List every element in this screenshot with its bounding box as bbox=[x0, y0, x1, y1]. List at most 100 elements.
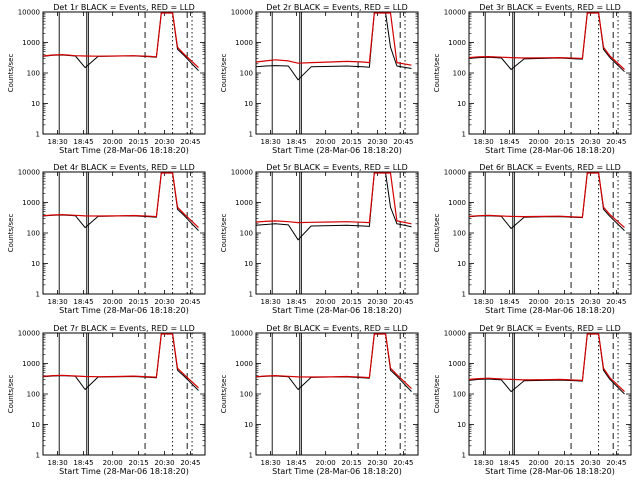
panel-3: Det 3r BLACK = Events, RED = LLD 1 10 100 10… bbox=[433, 3, 632, 155]
y-tick-label: 100 bbox=[27, 70, 40, 78]
x-tick-label: 20:15 bbox=[128, 459, 148, 467]
x-tick-label: 20:45 bbox=[180, 298, 200, 306]
x-tick-label: 18:30 bbox=[260, 138, 280, 146]
series-events-line bbox=[468, 333, 625, 395]
series-events-line bbox=[468, 172, 625, 231]
panel-4: Det 4r BLACK = Events, RED = LLD 1 10 100 10… bbox=[7, 163, 206, 315]
y-tick-label: 1 bbox=[249, 291, 253, 299]
y-tick-label: 1000 bbox=[22, 199, 40, 207]
y-tick-label: 100 bbox=[27, 391, 40, 399]
x-tick-label: 20:00 bbox=[529, 459, 549, 467]
plot-frame bbox=[42, 171, 206, 295]
series-events-line bbox=[42, 12, 199, 71]
x-tick-label: 20:15 bbox=[128, 298, 148, 306]
plot-frame bbox=[468, 171, 632, 295]
y-tick-label: 10000 bbox=[18, 169, 40, 177]
series-lld-line bbox=[42, 12, 199, 69]
x-tick-label: 18:45 bbox=[286, 138, 306, 146]
y-tick-label: 1 bbox=[462, 131, 466, 139]
x-tick-label: 18:45 bbox=[499, 298, 519, 306]
panel-title: Det 5r BLACK = Events, RED = LLD bbox=[266, 163, 408, 172]
y-tick-label: 10000 bbox=[444, 169, 466, 177]
x-tick-label: 20:30 bbox=[580, 459, 600, 467]
panel-title: Det 7r BLACK = Events, RED = LLD bbox=[53, 324, 195, 333]
x-tick-label: 20:00 bbox=[103, 459, 123, 467]
series-events-line bbox=[255, 172, 412, 241]
y-axis-label: Counts/sec bbox=[433, 214, 441, 253]
panel-title: Det 3r BLACK = Events, RED = LLD bbox=[479, 3, 621, 12]
x-tick-label: 20:45 bbox=[606, 459, 626, 467]
y-tick-label: 1000 bbox=[235, 360, 253, 368]
x-tick-label: 18:45 bbox=[73, 459, 93, 467]
y-tick-label: 1000 bbox=[448, 199, 466, 207]
x-tick-label: 20:30 bbox=[154, 459, 174, 467]
x-tick-label: 20:45 bbox=[606, 298, 626, 306]
x-axis-label: Start Time (28-Mar-06 18:18:20) bbox=[59, 467, 189, 476]
x-tick-label: 20:15 bbox=[341, 138, 361, 146]
x-tick-label: 20:30 bbox=[154, 298, 174, 306]
y-tick-label: 10 bbox=[457, 100, 466, 108]
x-tick-label: 18:45 bbox=[73, 298, 93, 306]
series-lld-line bbox=[255, 172, 412, 225]
y-tick-label: 10 bbox=[31, 100, 40, 108]
series-lld-line bbox=[42, 333, 199, 389]
x-axis-label: Start Time (28-Mar-06 18:18:20) bbox=[59, 146, 189, 155]
y-tick-label: 100 bbox=[453, 391, 466, 399]
x-tick-label: 20:00 bbox=[316, 459, 336, 467]
x-tick-label: 20:45 bbox=[180, 138, 200, 146]
x-tick-label: 20:30 bbox=[367, 298, 387, 306]
y-tick-label: 1 bbox=[462, 452, 466, 460]
x-tick-label: 18:45 bbox=[73, 138, 93, 146]
panel-title: Det 6r BLACK = Events, RED = LLD bbox=[479, 163, 621, 172]
y-tick-label: 1 bbox=[249, 452, 253, 460]
x-tick-label: 18:45 bbox=[499, 138, 519, 146]
panel-title: Det 4r BLACK = Events, RED = LLD bbox=[53, 163, 195, 172]
x-tick-label: 20:15 bbox=[341, 459, 361, 467]
x-tick-label: 18:30 bbox=[47, 459, 67, 467]
y-tick-label: 10 bbox=[457, 421, 466, 429]
y-tick-label: 1 bbox=[462, 291, 466, 299]
x-tick-label: 20:00 bbox=[103, 298, 123, 306]
x-tick-label: 20:15 bbox=[128, 138, 148, 146]
panel-title: Det 9r BLACK = Events, RED = LLD bbox=[479, 324, 621, 333]
y-axis-label: Counts/sec bbox=[7, 375, 15, 414]
plot-frame bbox=[468, 11, 632, 135]
y-tick-label: 10000 bbox=[231, 9, 253, 17]
y-tick-label: 10 bbox=[244, 421, 253, 429]
plot-frame bbox=[255, 11, 419, 135]
y-axis-label: Counts/sec bbox=[220, 54, 228, 93]
series-lld-line bbox=[42, 172, 199, 229]
y-axis-label: Counts/sec bbox=[220, 214, 228, 253]
y-tick-label: 1000 bbox=[448, 39, 466, 47]
y-tick-label: 1000 bbox=[235, 39, 253, 47]
y-tick-label: 1 bbox=[36, 291, 40, 299]
y-tick-label: 100 bbox=[453, 70, 466, 78]
y-tick-label: 10000 bbox=[444, 9, 466, 17]
x-tick-label: 20:15 bbox=[554, 459, 574, 467]
y-tick-label: 1 bbox=[36, 131, 40, 139]
x-tick-label: 20:45 bbox=[393, 459, 413, 467]
y-tick-label: 10 bbox=[244, 100, 253, 108]
series-lld-line bbox=[468, 333, 625, 393]
y-tick-label: 1 bbox=[36, 452, 40, 460]
x-axis-label: Start Time (28-Mar-06 18:18:20) bbox=[485, 146, 615, 155]
x-axis-label: Start Time (28-Mar-06 18:18:20) bbox=[59, 306, 189, 315]
y-tick-label: 1000 bbox=[22, 360, 40, 368]
y-tick-label: 10000 bbox=[231, 169, 253, 177]
x-tick-label: 18:30 bbox=[473, 298, 493, 306]
x-tick-label: 20:00 bbox=[103, 138, 123, 146]
series-lld-line bbox=[255, 12, 412, 66]
y-axis-label: Counts/sec bbox=[7, 214, 15, 253]
x-tick-label: 20:30 bbox=[580, 138, 600, 146]
series-lld-line bbox=[468, 172, 625, 229]
series-events-line bbox=[42, 172, 199, 231]
panel-6: Det 6r BLACK = Events, RED = LLD 1 10 100 10… bbox=[433, 163, 632, 315]
y-tick-label: 100 bbox=[27, 230, 40, 238]
series-events-line bbox=[255, 12, 412, 81]
panel-5: Det 5r BLACK = Events, RED = LLD 1 10 100 10… bbox=[220, 163, 419, 315]
x-tick-label: 18:30 bbox=[473, 138, 493, 146]
y-tick-label: 1000 bbox=[448, 360, 466, 368]
x-axis-label: Start Time (28-Mar-06 18:18:20) bbox=[272, 467, 402, 476]
x-tick-label: 20:30 bbox=[154, 138, 174, 146]
